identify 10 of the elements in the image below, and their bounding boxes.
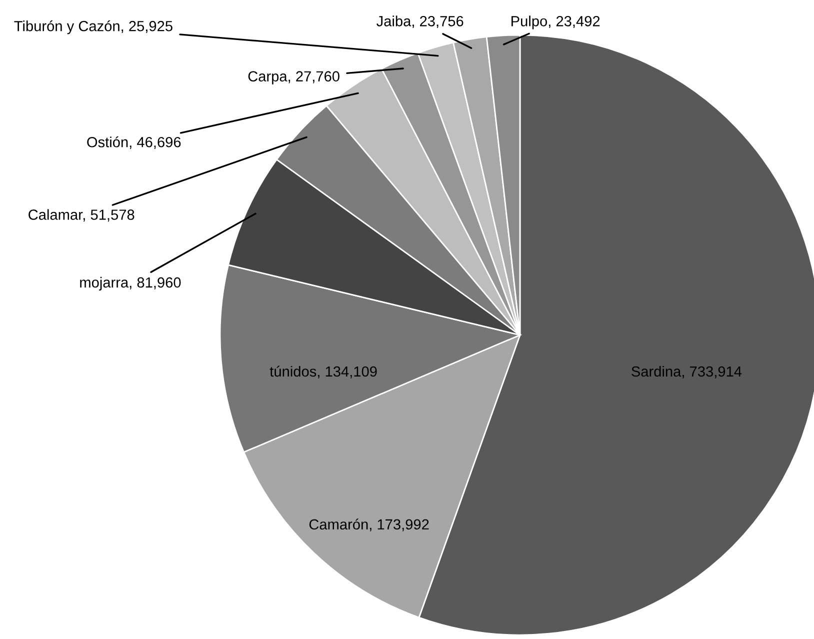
slice-label: Pulpo, 23,492 bbox=[512, 16, 600, 30]
slice-label: Tiburón y Cazón, 25,925 bbox=[14, 20, 172, 34]
slice-label: túnidos, 134,109 bbox=[270, 366, 377, 378]
slice-label: Ostión, 46,696 bbox=[87, 136, 181, 150]
slice-label: Carpa, 27,760 bbox=[248, 71, 340, 84]
slice-label: Sardina, 733,914 bbox=[632, 366, 742, 378]
slice-label: Calamar, 51,578 bbox=[28, 209, 134, 222]
slice-label: mojarra, 81,960 bbox=[80, 276, 181, 291]
slice-label: Camarón, 173,992 bbox=[309, 518, 429, 532]
slice-label: Jaiba, 23,756 bbox=[376, 16, 464, 28]
